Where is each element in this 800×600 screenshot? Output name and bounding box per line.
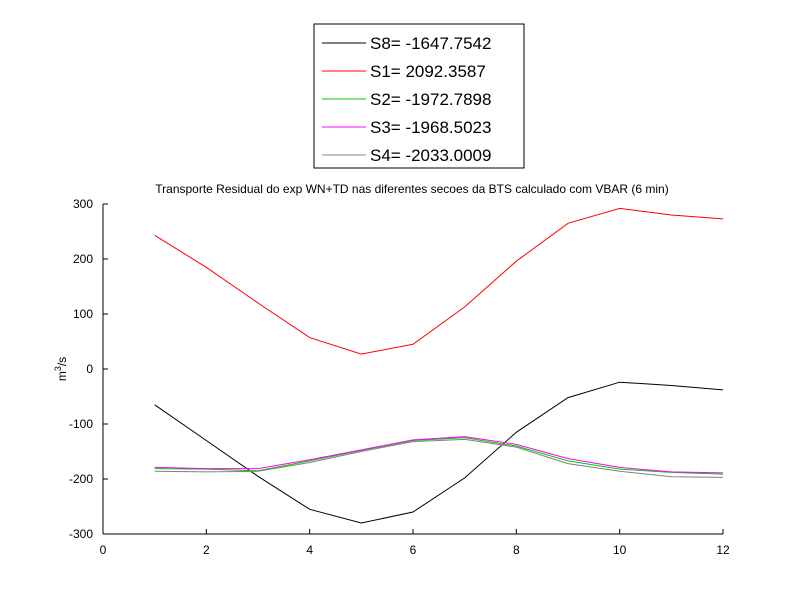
legend-label: S3= -1968.5023	[370, 118, 491, 137]
y-tick-label: 100	[73, 307, 93, 321]
series-lines	[154, 207, 724, 524]
series-line-3	[154, 437, 724, 475]
legend-box	[313, 23, 525, 169]
x-tick-label: 2	[203, 543, 210, 557]
series-line-2	[154, 207, 724, 355]
y-tick-label: 200	[73, 252, 93, 266]
x-tick-label: 0	[100, 543, 107, 557]
plot-area: 0 2 4 6 8 10 12 300 200 100 0 -100 -200 -300	[69, 197, 730, 557]
y-axis-label-rest: /s	[55, 357, 69, 366]
y-axis-label: m3/s	[53, 357, 69, 381]
legend: S8= -1647.7542 S1= 2092.3587 S2= -1972.789…	[313, 23, 525, 169]
x-tick-label: 10	[613, 543, 627, 557]
y-axis-label-base: m	[55, 371, 69, 381]
y-tick-label: -200	[69, 472, 93, 486]
x-tick-label: 6	[410, 543, 417, 557]
x-tick-label: 8	[513, 543, 520, 557]
y-tick-label: 0	[86, 362, 93, 376]
legend-label: S8= -1647.7542	[370, 34, 491, 53]
series-line-4	[154, 436, 724, 474]
legend-label: S2= -1972.7898	[370, 90, 491, 109]
y-ticks: 300 200 100 0 -100 -200 -300	[69, 197, 108, 541]
y-tick-label: 300	[73, 197, 93, 211]
chart-title: Transporte Residual do exp WN+TD nas dif…	[155, 182, 668, 196]
x-tick-label: 12	[716, 543, 730, 557]
x-tick-label: 4	[306, 543, 313, 557]
series-line-5	[154, 438, 724, 478]
y-tick-label: -100	[69, 417, 93, 431]
legend-label: S4= -2033.0009	[370, 146, 491, 165]
legend-label: S1= 2092.3587	[370, 62, 486, 81]
y-axis-label-sup: 3	[53, 366, 63, 371]
y-tick-label: -300	[69, 527, 93, 541]
x-ticks: 0 2 4 6 8 10 12	[100, 529, 730, 557]
